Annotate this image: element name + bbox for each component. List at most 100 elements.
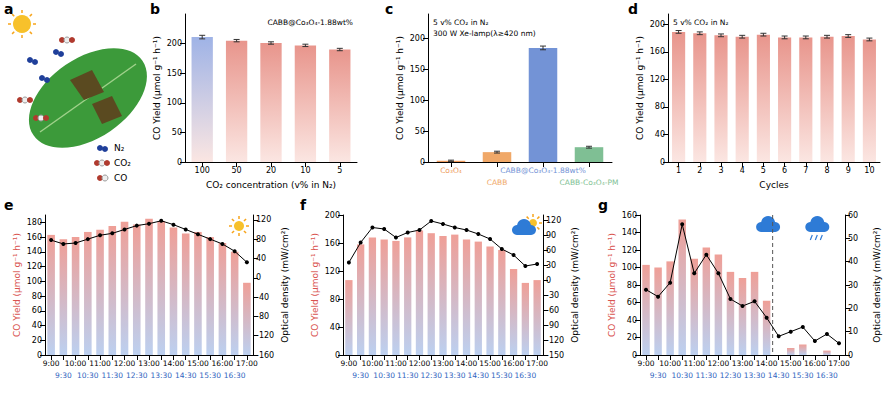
svg-text:9:30: 9:30 — [650, 371, 667, 380]
svg-text:2: 2 — [697, 166, 702, 175]
svg-text:120: 120 — [650, 75, 665, 84]
svg-text:100: 100 — [167, 98, 182, 107]
svg-text:90: 90 — [546, 231, 556, 240]
svg-text:200: 200 — [410, 34, 425, 43]
svg-text:Optical density (mW/cm²): Optical density (mW/cm²) — [280, 227, 290, 343]
svg-text:b: b — [150, 1, 160, 17]
svg-text:60: 60 — [627, 298, 637, 307]
svg-text:6: 6 — [782, 166, 787, 175]
svg-text:0: 0 — [256, 273, 261, 282]
svg-text:12:30: 12:30 — [720, 371, 742, 380]
svg-text:60: 60 — [546, 246, 556, 255]
svg-text:160: 160 — [325, 239, 340, 248]
svg-text:5: 5 — [761, 166, 766, 175]
svg-text:12:30: 12:30 — [420, 371, 442, 380]
svg-text:50: 50 — [415, 127, 425, 136]
svg-text:100: 100 — [410, 96, 425, 105]
svg-text:50: 50 — [848, 234, 858, 243]
svg-text:14:30: 14:30 — [467, 371, 489, 380]
svg-text:12:00: 12:00 — [114, 359, 136, 368]
svg-text:150: 150 — [410, 65, 425, 74]
svg-text:100: 100 — [622, 263, 637, 272]
svg-text:200: 200 — [325, 211, 340, 220]
svg-text:40: 40 — [32, 321, 42, 330]
svg-text:15:00: 15:00 — [187, 359, 209, 368]
svg-text:15:30: 15:30 — [491, 371, 513, 380]
svg-text:20: 20 — [627, 333, 637, 342]
svg-text:a: a — [4, 1, 13, 17]
svg-text:0: 0 — [420, 158, 425, 167]
svg-text:10: 10 — [864, 166, 874, 175]
svg-text:15:00: 15:00 — [479, 359, 501, 368]
svg-text:120: 120 — [256, 215, 271, 224]
svg-text:140: 140 — [622, 228, 637, 237]
svg-text:11:00: 11:00 — [89, 359, 111, 368]
svg-text:15:30: 15:30 — [199, 371, 221, 380]
svg-text:f: f — [300, 197, 307, 213]
svg-text:9:00: 9:00 — [340, 359, 357, 368]
svg-text:14:30: 14:30 — [175, 371, 197, 380]
svg-text:N₂: N₂ — [114, 143, 125, 153]
svg-text:7: 7 — [803, 166, 808, 175]
svg-text:13:00: 13:00 — [732, 359, 754, 368]
svg-text:c: c — [385, 1, 393, 17]
svg-text:120: 120 — [325, 267, 340, 276]
svg-text:-120: -120 — [256, 331, 274, 340]
svg-text:11:00: 11:00 — [385, 359, 407, 368]
svg-text:-80: -80 — [256, 312, 269, 321]
svg-text:160: 160 — [27, 233, 42, 242]
svg-text:CABB: CABB — [487, 178, 508, 187]
svg-text:-150: -150 — [546, 351, 564, 360]
svg-text:3: 3 — [718, 166, 723, 175]
svg-text:16:00: 16:00 — [804, 359, 826, 368]
svg-text:80: 80 — [256, 235, 266, 244]
svg-text:16:00: 16:00 — [503, 359, 525, 368]
svg-text:e: e — [4, 197, 14, 213]
svg-text:14:30: 14:30 — [768, 371, 790, 380]
svg-text:40: 40 — [848, 257, 858, 266]
svg-text:Cycles: Cycles — [759, 180, 789, 190]
svg-text:9:30: 9:30 — [352, 371, 369, 380]
svg-text:CABB@Co₃O₄-1.88wt%: CABB@Co₃O₄-1.88wt% — [267, 18, 353, 27]
svg-text:16:30: 16:30 — [224, 371, 246, 380]
svg-text:80: 80 — [330, 295, 340, 304]
svg-text:200: 200 — [650, 20, 665, 29]
svg-text:10:30: 10:30 — [373, 371, 395, 380]
svg-text:300 W Xe-lamp(λ≥420 nm): 300 W Xe-lamp(λ≥420 nm) — [433, 29, 536, 38]
svg-text:CO Yield (μmol g⁻¹ h⁻¹): CO Yield (μmol g⁻¹ h⁻¹) — [635, 36, 645, 140]
svg-text:0: 0 — [37, 351, 42, 360]
svg-text:Optical density (mW/cm²): Optical density (mW/cm²) — [570, 227, 580, 343]
svg-text:d: d — [628, 1, 638, 17]
svg-text:0: 0 — [177, 158, 182, 167]
svg-text:16:30: 16:30 — [816, 371, 838, 380]
svg-text:CO Yield (μmol g⁻¹ h⁻¹): CO Yield (μmol g⁻¹ h⁻¹) — [152, 36, 162, 140]
svg-text:CO Yield (μmol g⁻¹ h⁻¹): CO Yield (μmol g⁻¹ h⁻¹) — [607, 233, 617, 337]
svg-text:4: 4 — [740, 166, 745, 175]
svg-text:0: 0 — [660, 158, 665, 167]
svg-text:14:00: 14:00 — [456, 359, 478, 368]
svg-text:11:00: 11:00 — [683, 359, 705, 368]
svg-text:9:30: 9:30 — [55, 371, 72, 380]
svg-text:10:00: 10:00 — [659, 359, 681, 368]
svg-text:15:00: 15:00 — [780, 359, 802, 368]
svg-text:13:30: 13:30 — [150, 371, 172, 380]
svg-text:0: 0 — [632, 351, 637, 360]
svg-text:10:30: 10:30 — [671, 371, 693, 380]
svg-text:5 v% CO₂ in N₂: 5 v% CO₂ in N₂ — [433, 18, 488, 27]
svg-text:10:30: 10:30 — [77, 371, 99, 380]
svg-text:13:30: 13:30 — [744, 371, 766, 380]
svg-text:60: 60 — [848, 211, 858, 220]
svg-text:17:00: 17:00 — [828, 359, 850, 368]
svg-text:16:30: 16:30 — [515, 371, 537, 380]
svg-text:40: 40 — [655, 130, 665, 139]
svg-text:12:00: 12:00 — [409, 359, 431, 368]
svg-text:CO Yield (μmol g⁻¹ h⁻¹): CO Yield (μmol g⁻¹ h⁻¹) — [12, 233, 22, 337]
svg-text:20: 20 — [848, 304, 858, 313]
svg-text:12:00: 12:00 — [708, 359, 730, 368]
svg-text:0: 0 — [335, 351, 340, 360]
svg-text:11:30: 11:30 — [696, 371, 718, 380]
svg-text:-90: -90 — [546, 321, 559, 330]
svg-text:13:00: 13:00 — [138, 359, 160, 368]
svg-text:12:30: 12:30 — [126, 371, 148, 380]
svg-text:9: 9 — [846, 166, 851, 175]
